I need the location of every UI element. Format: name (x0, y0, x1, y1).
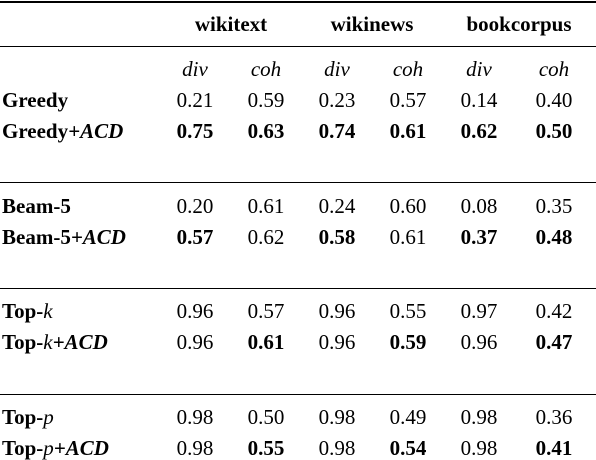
row-label-beam5-acd: Beam-5+ACD (2, 225, 126, 249)
row-label-beam5: Beam-5 (2, 194, 71, 218)
row-label-topp-acd: Top-p+ACD (2, 436, 109, 460)
cell-topk-acd-wikitext-coh: 0.61 (247, 330, 285, 354)
cell-beam5-wikinews-div: 0.24 (318, 194, 356, 218)
subheader-wikinews-div: div (324, 57, 350, 81)
cell-beam5-wikitext-coh: 0.61 (247, 194, 285, 218)
cell-greedy-wikitext-coh: 0.59 (247, 88, 285, 112)
cell-topk-wikitext-div: 0.96 (176, 299, 214, 323)
block-rule-2 (0, 288, 596, 289)
header-rule (0, 46, 596, 47)
cell-topp-acd-wikitext-div: 0.98 (176, 436, 214, 460)
cell-greedy-acd-wikitext-div: 0.75 (176, 119, 214, 143)
cell-topk-bookcorpus-coh: 0.42 (535, 299, 573, 323)
cell-beam5-wikinews-coh: 0.60 (389, 194, 427, 218)
cell-topk-wikinews-coh: 0.55 (389, 299, 427, 323)
cell-beam5-acd-wikinews-coh: 0.61 (389, 225, 427, 249)
subheader-bookcorpus-div: div (466, 57, 492, 81)
cell-topp-acd-wikinews-div: 0.98 (318, 436, 356, 460)
row-label-topp: Top-p (2, 405, 54, 429)
header-bookcorpus: bookcorpus (466, 12, 572, 36)
cell-greedy-wikinews-div: 0.23 (318, 88, 356, 112)
cell-topp-bookcorpus-coh: 0.36 (535, 405, 573, 429)
cell-greedy-acd-bookcorpus-coh: 0.50 (535, 119, 573, 143)
cell-topk-acd-wikinews-div: 0.96 (318, 330, 356, 354)
cell-topk-bookcorpus-div: 0.97 (460, 299, 498, 323)
cell-topk-wikitext-coh: 0.57 (247, 299, 285, 323)
cell-topk-wikinews-div: 0.96 (318, 299, 356, 323)
cell-greedy-wikinews-coh: 0.57 (389, 88, 427, 112)
subheader-wikitext-coh: coh (250, 57, 282, 81)
subheader-bookcorpus-coh: coh (538, 57, 570, 81)
cell-greedy-bookcorpus-div: 0.14 (460, 88, 498, 112)
cell-topk-acd-wikinews-coh: 0.59 (389, 330, 427, 354)
cell-topp-wikitext-div: 0.98 (176, 405, 214, 429)
cell-topp-acd-wikitext-coh: 0.55 (247, 436, 285, 460)
cell-greedy-acd-wikinews-div: 0.74 (318, 119, 356, 143)
top-rule (0, 1, 596, 3)
cell-beam5-acd-wikitext-coh: 0.62 (247, 225, 285, 249)
subheader-wikinews-coh: coh (392, 57, 424, 81)
cell-greedy-acd-wikitext-coh: 0.63 (247, 119, 285, 143)
cell-topp-wikinews-coh: 0.49 (389, 405, 427, 429)
cell-beam5-wikitext-div: 0.20 (176, 194, 214, 218)
cell-topp-acd-wikinews-coh: 0.54 (389, 436, 427, 460)
row-label-greedy: Greedy (2, 88, 69, 112)
cell-topp-wikitext-coh: 0.50 (247, 405, 285, 429)
cell-beam5-bookcorpus-div: 0.08 (460, 194, 498, 218)
block-rule-3 (0, 394, 596, 395)
cell-topp-wikinews-div: 0.98 (318, 405, 356, 429)
header-wikinews: wikinews (330, 12, 414, 36)
subheader-wikitext-div: div (182, 57, 208, 81)
block-rule-1 (0, 182, 596, 183)
cell-topk-acd-bookcorpus-coh: 0.47 (535, 330, 573, 354)
cell-topk-acd-bookcorpus-div: 0.96 (460, 330, 498, 354)
cell-topp-bookcorpus-div: 0.98 (460, 405, 498, 429)
cell-greedy-acd-bookcorpus-div: 0.62 (460, 119, 498, 143)
cell-greedy-acd-wikinews-coh: 0.61 (389, 119, 427, 143)
row-label-topk-acd: Top-k+ACD (2, 330, 108, 354)
header-wikitext: wikitext (194, 12, 268, 36)
cell-beam5-bookcorpus-coh: 0.35 (535, 194, 573, 218)
row-label-greedy-acd: Greedy+ACD (2, 119, 124, 143)
cell-greedy-bookcorpus-coh: 0.40 (535, 88, 573, 112)
cell-topk-acd-wikitext-div: 0.96 (176, 330, 214, 354)
cell-topp-acd-bookcorpus-coh: 0.41 (535, 436, 573, 460)
cell-beam5-acd-wikitext-div: 0.57 (176, 225, 214, 249)
cell-beam5-acd-bookcorpus-div: 0.37 (460, 225, 498, 249)
cell-beam5-acd-bookcorpus-coh: 0.48 (535, 225, 573, 249)
cell-greedy-wikitext-div: 0.21 (176, 88, 214, 112)
row-label-topk: Top-k (2, 299, 53, 323)
cell-topp-acd-bookcorpus-div: 0.98 (460, 436, 498, 460)
cell-beam5-acd-wikinews-div: 0.58 (318, 225, 356, 249)
